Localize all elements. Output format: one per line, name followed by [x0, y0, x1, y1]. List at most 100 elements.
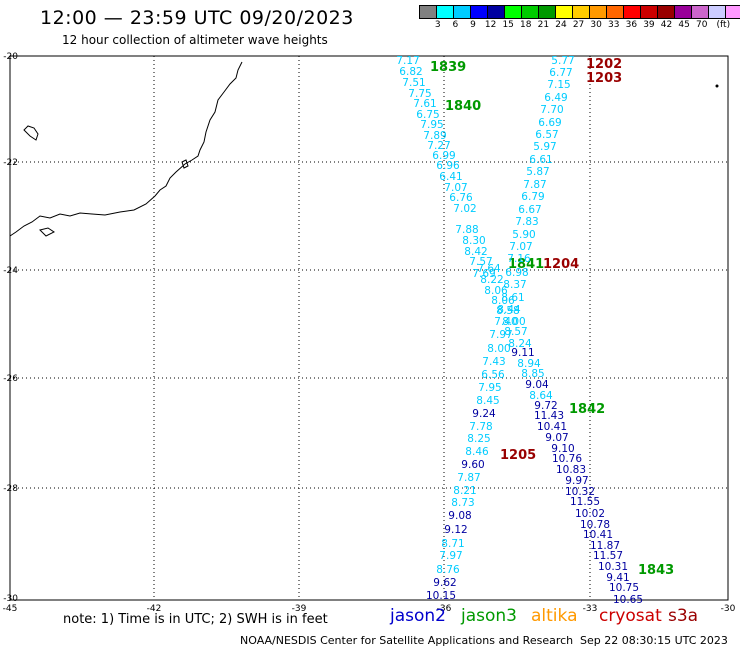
wave-height-value: 10.31 [598, 561, 628, 573]
wave-height-value: 6.99 [432, 150, 455, 162]
wave-height-value: 10.78 [580, 519, 610, 531]
wave-height-value: 6.98 [505, 267, 528, 279]
scale-label: 70 [695, 20, 708, 30]
map-grid [10, 56, 728, 600]
page-subtitle: 12 hour collection of altimeter wave hei… [62, 33, 328, 47]
footer-note: note: 1) Time is in UTC; 2) SWH is in fe… [63, 612, 328, 627]
scale-label: 24 [555, 20, 567, 30]
scale-swatch [725, 5, 740, 19]
wave-height-value: 5.97 [533, 141, 556, 153]
track-time-label: 1841 [508, 257, 544, 272]
wave-height-value: 7.87 [523, 179, 546, 191]
wave-height-value: 10.41 [583, 529, 613, 541]
wave-height-value: 8.71 [441, 538, 464, 550]
wave-height-value: 7.27 [427, 140, 450, 152]
wave-height-value: 7.51 [402, 77, 425, 89]
wave-height-value: 8.24 [508, 338, 532, 350]
wave-height-value: 10.02 [575, 508, 605, 520]
wave-height-value: 8.37 [503, 279, 526, 291]
wave-height-value: 7.89 [423, 130, 446, 142]
wave-height-value: 11.57 [593, 550, 623, 562]
lat-label: -26 [3, 374, 18, 384]
wave-height-value: 8.58 [496, 305, 519, 317]
wave-height-value: 7.64 [477, 263, 501, 275]
wave-height-value: 8.64 [529, 390, 553, 402]
wave-height-value: 8.22 [480, 274, 503, 286]
footer-credit: NOAA/NESDIS Center for Satellite Applica… [240, 634, 574, 647]
color-scale-swatches [419, 5, 740, 19]
wave-height-value: 7.83 [515, 216, 538, 228]
legend-jason2: jason2 [390, 606, 446, 626]
wave-height-value: 9.12 [444, 524, 467, 536]
scale-label: 45 [678, 20, 690, 30]
wave-height-value: 9.24 [472, 408, 496, 420]
lat-label: -22 [3, 158, 18, 168]
wave-height-value: 7.69 [472, 268, 495, 280]
map-frame [9, 55, 729, 601]
track-time-label: 1842 [569, 402, 605, 417]
wave-height-value: 8.44 [497, 304, 521, 316]
legend-s3a: s3a [668, 606, 699, 626]
wave-height-value: 9.60 [461, 459, 484, 471]
track-time-label: 1204 [543, 257, 579, 272]
wave-height-value: 8.00 [487, 343, 510, 355]
color-scale-labels: 3 6 9 12 15 18 21 24 27 30 33 36 39 42 45 70 (ft) [429, 20, 740, 30]
wave-height-value: 7.07 [509, 241, 532, 253]
wave-height-value: 8.30 [462, 235, 485, 247]
wave-height-value: 6.79 [521, 191, 544, 203]
wave-height-value: 6.75 [416, 109, 439, 121]
lat-label: -30 [3, 594, 18, 604]
lon-label: -30 [721, 604, 736, 614]
lat-label: -28 [3, 484, 18, 494]
wave-height-value: 7.97 [489, 329, 512, 341]
scale-label: 36 [625, 20, 638, 30]
track-time-label: 1202 [586, 57, 622, 72]
wave-height-value: 6.57 [535, 129, 558, 141]
wave-height-value: 10.15 [426, 590, 456, 602]
satellite-tracks: 7.176.827.517.757.616.757.957.897.276.99… [396, 55, 674, 606]
wave-height-value: 9.97 [565, 475, 588, 487]
wave-height-value: 8.00 [502, 316, 525, 328]
scale-label: 30 [590, 20, 602, 30]
lon-label: -33 [583, 604, 598, 614]
scale-label: 6 [452, 20, 459, 30]
wave-height-value: 10.32 [565, 486, 595, 498]
track-time-label: 1839 [430, 60, 466, 75]
track-time-label: 1840 [445, 99, 481, 114]
lon-label: -45 [3, 604, 18, 614]
wave-height-value: 11.87 [590, 540, 620, 552]
wave-height-value: 7.78 [469, 421, 492, 433]
wave-height-value: 7.40 [494, 316, 517, 328]
wave-height-value: 9.10 [551, 443, 574, 455]
wave-height-value: 5.77 [551, 55, 574, 67]
wave-height-value: 6.69 [538, 117, 561, 129]
scale-unit: (ft) [716, 20, 731, 30]
wave-height-value: 7.02 [453, 203, 476, 215]
scale-label: 18 [520, 20, 532, 30]
page-title: 12:00 — 23:59 UTC 09/20/2023 [40, 7, 354, 29]
wave-height-value: 7.43 [482, 356, 505, 368]
wave-height-value: 7.07 [444, 182, 467, 194]
coastline [9, 61, 243, 237]
wave-height-value: 8.76 [436, 564, 460, 576]
wave-height-value: 8.73 [451, 497, 474, 509]
legend-jason3: jason3 [461, 606, 517, 626]
wave-height-value: 6.49 [544, 92, 567, 104]
wave-height-value: 11.55 [570, 496, 600, 508]
track-time-label: 1843 [638, 563, 674, 578]
wave-height-value: 8.45 [476, 395, 499, 407]
legend-altika: altika [531, 606, 578, 626]
wave-height-value: 6.56 [481, 369, 505, 381]
wave-height-value: 7.87 [457, 472, 480, 484]
wave-height-value: 6.41 [439, 171, 462, 183]
track-time-label: 1203 [586, 71, 622, 86]
wave-height-value: 9.41 [606, 572, 629, 584]
wave-height-value: 6.96 [436, 160, 460, 172]
wave-height-value: 7.17 [396, 55, 419, 67]
scale-label: 3 [434, 20, 441, 30]
wave-height-value: 10.65 [613, 594, 643, 606]
wave-height-value: 8.57 [504, 326, 527, 338]
wave-height-value: 8.25 [467, 433, 490, 445]
wave-height-value: 7.61 [413, 98, 436, 110]
lon-label: -42 [147, 604, 162, 614]
